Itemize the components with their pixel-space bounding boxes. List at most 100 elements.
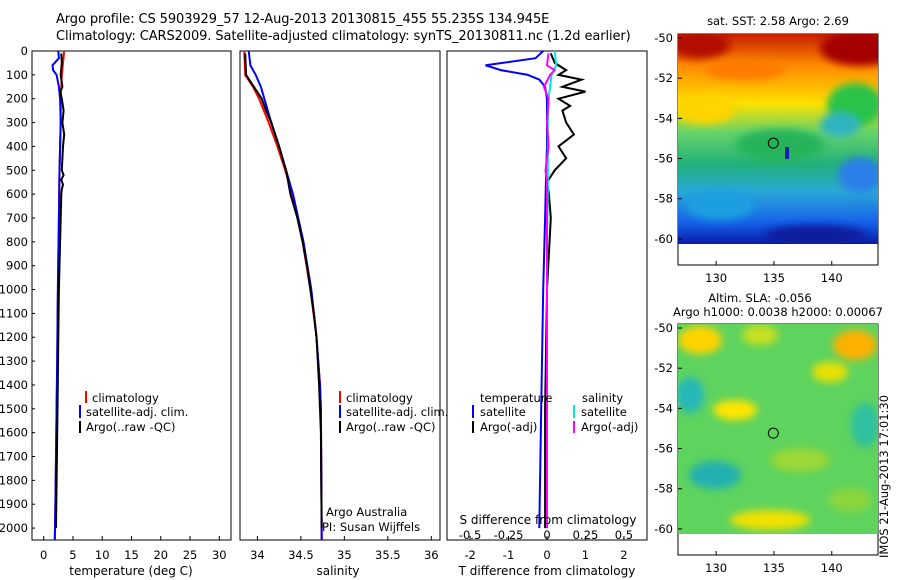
depth-tick-label: 900: [6, 259, 28, 273]
s-tick-label: 0.5: [615, 528, 633, 542]
map-y-tick-label: -50: [654, 31, 673, 45]
x-tick-label: 35: [337, 548, 352, 562]
sst-feature: [705, 60, 785, 80]
depth-axis: 0 100 200 300 400 500 600 700 800 900 1000 1100 1200…: [0, 44, 35, 535]
argo-location-marker: [767, 137, 779, 149]
map-y-tick-label: -50: [654, 321, 673, 335]
legend-label-t-argo: Argo(-adj): [480, 420, 537, 434]
s-tick-label: -0.25: [494, 528, 524, 542]
depth-tick-label: 1100: [0, 306, 28, 320]
depth-tick-label: 400: [6, 139, 28, 153]
sst-heatmap: [678, 34, 878, 244]
sla-feature: [851, 403, 878, 447]
map-y-tick-label: -54: [654, 111, 673, 125]
map-x-tick-label: 130: [705, 271, 727, 285]
s-tick-label: 0: [543, 528, 550, 542]
s-tick-label: 0.25: [573, 528, 599, 542]
depth-tick-label: 700: [6, 211, 28, 225]
map-y-tick-label: -60: [654, 522, 673, 536]
credit-line1: Argo Australia: [326, 505, 407, 519]
credit-line2: PI: Susan Wijffels: [322, 520, 420, 534]
depth-tick-label: 1800: [0, 473, 28, 487]
depth-tick-label: 300: [6, 116, 28, 130]
sst-map-title: sat. SST: 2.58 Argo: 2.69: [707, 14, 849, 28]
x-tick-label: 36: [424, 548, 439, 562]
series-line-argo-raw-qc-: [55, 53, 66, 529]
sla-feature: [689, 461, 741, 489]
x-tick-label: 25: [183, 548, 198, 562]
legend-label-argo: Argo(..raw -QC): [346, 420, 436, 434]
x-tick-label: 20: [153, 548, 168, 562]
map-y-tick-label: -60: [654, 232, 673, 246]
map-y-tick-label: -58: [654, 482, 673, 496]
map-x-tick-label: 140: [821, 561, 843, 575]
legend-label-argo: Argo(..raw -QC): [86, 420, 176, 434]
salinity-panel-frame: [239, 50, 441, 541]
sla-feature: [678, 377, 704, 413]
x-tick-label: 0: [543, 548, 550, 562]
depth-tick-label: 0: [21, 44, 28, 58]
depth-tick-label: 100: [6, 68, 28, 82]
x-tick-label: 10: [95, 548, 110, 562]
x-tick-label: 34.5: [288, 548, 314, 562]
legend-label-climatology: climatology: [346, 391, 413, 405]
x-tick-label: 2: [620, 548, 627, 562]
sst-feature: [820, 34, 878, 66]
legend-label-climatology: climatology: [92, 391, 159, 405]
sla-feature: [742, 325, 778, 345]
map-y-tick-label: -52: [654, 361, 673, 375]
series-line-climatology: [243, 50, 323, 541]
depth-tick-label: 200: [6, 92, 28, 106]
map-x-tick-label: 130: [705, 561, 727, 575]
legend-label-s-satellite: satellite: [581, 405, 627, 419]
sst-feature: [765, 225, 865, 244]
series-line-t-satellite: [485, 50, 548, 529]
sla-feature: [812, 362, 848, 382]
series-line-t-argo-adj-: [544, 53, 586, 529]
temperature-xlabel: temperature (deg C): [69, 564, 192, 578]
sla-map: [677, 323, 879, 556]
depth-tick-label: 1700: [0, 450, 28, 464]
salinity-xlabel: salinity: [316, 564, 359, 578]
sla-feature: [730, 510, 810, 530]
x-tick-label: 0: [40, 548, 47, 562]
legend-label-t-satellite: satellite: [480, 405, 526, 419]
map-x-tick-label: 135: [763, 561, 785, 575]
sla-feature: [770, 448, 830, 472]
depth-tick-label: 1500: [0, 402, 28, 416]
map-x-tick-label: 135: [763, 271, 785, 285]
imos-timestamp: IMOS 21-Aug-2013 17:01:30: [877, 395, 891, 558]
depth-tick-label: 2000: [0, 521, 28, 535]
series-line-s-argo-adj-: [542, 53, 557, 529]
depth-tick-label: 1900: [0, 497, 28, 511]
sst-feature: [785, 147, 789, 159]
map-y-tick-label: -56: [654, 442, 673, 456]
t-difference-xlabel: T difference from climatology: [458, 564, 636, 578]
x-tick-label: 30: [212, 548, 227, 562]
sla-heatmap: [678, 324, 878, 534]
map-y-tick-label: -54: [654, 401, 673, 415]
salinity-legend: climatology satellite-adj. clim. Argo(..…: [339, 391, 448, 434]
sst-feature: [820, 113, 860, 137]
x-tick-label: 5: [69, 548, 76, 562]
figure-title-line2: Climatology: CARS2009. Satellite-adjuste…: [56, 29, 631, 44]
map-x-tick-label: 140: [821, 271, 843, 285]
sla-feature: [678, 326, 722, 354]
depth-tick-label: 1200: [0, 330, 28, 344]
sst-feature: [685, 190, 755, 220]
x-tick-label: 35.5: [375, 548, 401, 562]
x-tick-label: -1: [503, 548, 514, 562]
map-y-tick-label: -56: [654, 152, 673, 166]
figure-title-line1: Argo profile: CS 5903929_57 12-Aug-2013 …: [56, 12, 550, 27]
map-y-tick-label: -58: [654, 192, 673, 206]
depth-tick-label: 500: [6, 163, 28, 177]
depth-tick-label: 1000: [0, 283, 28, 297]
x-tick-label: 1: [582, 548, 589, 562]
sla-map-subtitle: Argo h1000: 0.0038 h2000: 0.00067: [673, 305, 883, 319]
depth-tick-label: 1300: [0, 354, 28, 368]
temperature-legend: climatology satellite-adj. clim. Argo(..…: [79, 391, 188, 434]
legend-label-satellite: satellite-adj. clim.: [346, 405, 448, 419]
depth-tick-label: 1400: [0, 378, 28, 392]
x-tick-label: 34: [250, 548, 265, 562]
sla-feature: [713, 400, 757, 420]
